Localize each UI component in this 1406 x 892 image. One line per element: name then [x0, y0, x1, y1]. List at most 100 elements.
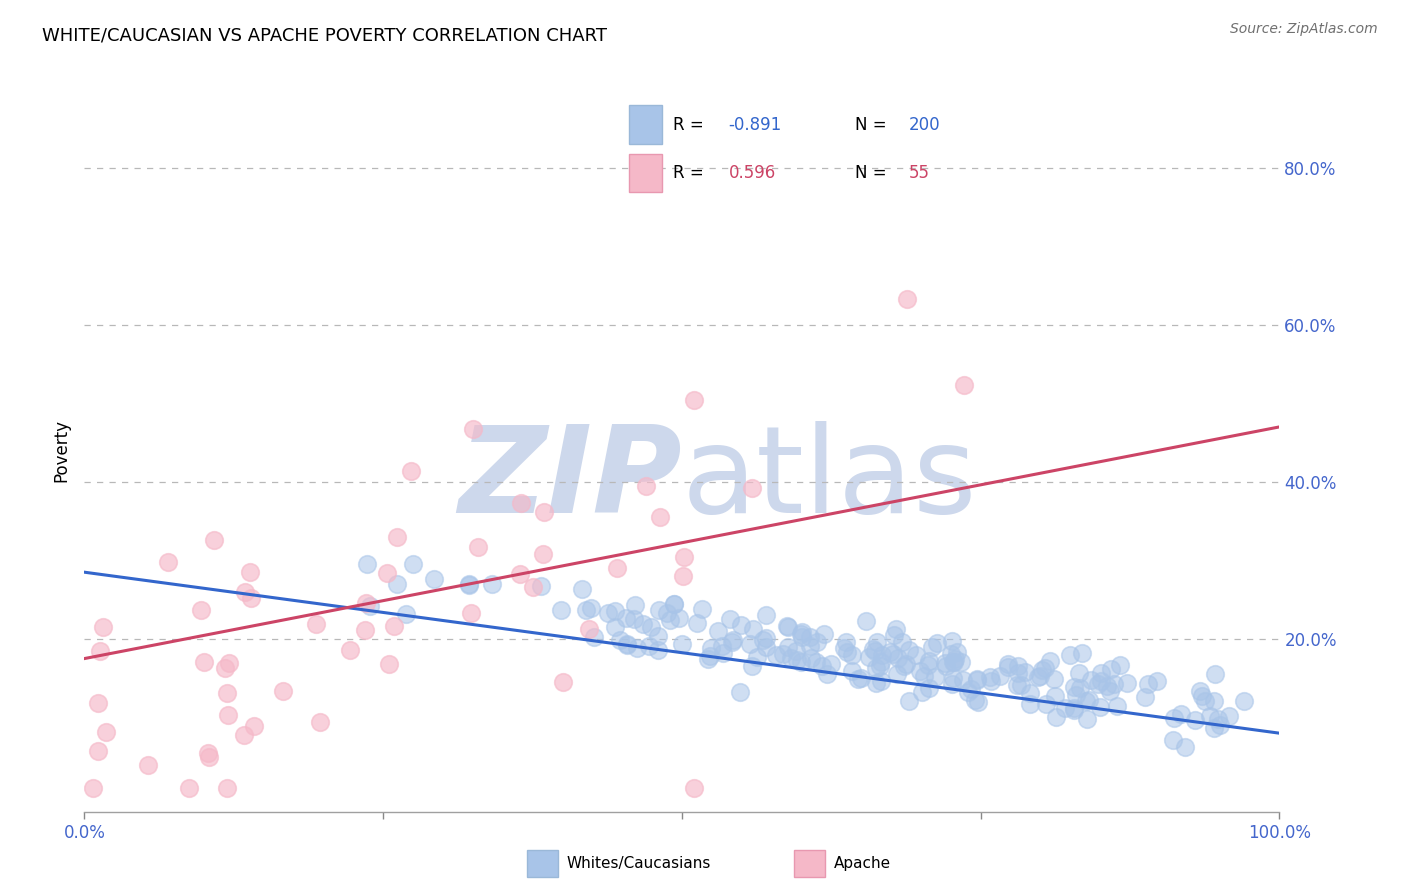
- Point: [606, 561, 628, 575]
- Bar: [628, 153, 662, 193]
- Point: [884, 622, 907, 636]
- Point: [460, 606, 482, 620]
- Point: [869, 658, 891, 673]
- Point: [1090, 666, 1112, 681]
- Point: [378, 657, 401, 672]
- Point: [707, 624, 730, 638]
- Point: [626, 640, 648, 655]
- Point: [1170, 707, 1192, 722]
- Point: [673, 549, 696, 564]
- Point: [893, 659, 915, 673]
- Point: [375, 566, 398, 580]
- Point: [423, 573, 446, 587]
- Point: [1087, 676, 1109, 690]
- Point: [979, 670, 1001, 684]
- Point: [1090, 700, 1112, 714]
- Point: [941, 634, 963, 648]
- Point: [1208, 712, 1230, 726]
- Point: [1053, 701, 1076, 715]
- Point: [1063, 680, 1085, 694]
- Point: [87, 696, 110, 710]
- Point: [858, 649, 880, 664]
- Text: WHITE/CAUCASIAN VS APACHE POVERTY CORRELATION CHART: WHITE/CAUCASIAN VS APACHE POVERTY CORREL…: [42, 27, 607, 45]
- Point: [239, 591, 262, 605]
- Point: [1071, 646, 1094, 660]
- Point: [1199, 709, 1222, 723]
- Point: [1007, 666, 1029, 681]
- Point: [96, 725, 118, 739]
- Point: [898, 694, 921, 708]
- Point: [1029, 669, 1052, 683]
- Point: [609, 632, 631, 647]
- Point: [238, 565, 260, 579]
- Point: [778, 640, 800, 655]
- Point: [631, 617, 654, 632]
- Text: R =: R =: [672, 116, 709, 134]
- Point: [865, 660, 887, 674]
- Point: [790, 626, 813, 640]
- Text: 0.596: 0.596: [728, 164, 776, 182]
- Point: [1067, 665, 1090, 680]
- Point: [721, 633, 744, 648]
- Point: [957, 685, 980, 699]
- Point: [898, 642, 921, 657]
- Point: [799, 630, 821, 644]
- Point: [941, 676, 963, 690]
- Point: [908, 664, 931, 678]
- Point: [273, 684, 295, 698]
- Point: [1035, 697, 1057, 711]
- Point: [870, 655, 893, 669]
- Point: [198, 750, 221, 764]
- Point: [634, 479, 657, 493]
- Point: [637, 639, 659, 653]
- Point: [835, 635, 858, 649]
- Point: [671, 637, 693, 651]
- Point: [385, 577, 408, 591]
- Point: [190, 603, 212, 617]
- Point: [755, 640, 778, 654]
- Point: [481, 576, 503, 591]
- Point: [233, 585, 256, 599]
- Text: N =: N =: [855, 164, 891, 182]
- Point: [799, 640, 821, 654]
- Point: [1218, 709, 1240, 723]
- Point: [699, 649, 721, 664]
- Point: [841, 648, 863, 662]
- Point: [755, 631, 778, 645]
- Point: [686, 615, 709, 630]
- Point: [953, 377, 976, 392]
- Point: [1031, 663, 1053, 677]
- Point: [820, 657, 842, 671]
- Point: [1039, 654, 1062, 668]
- Point: [1115, 675, 1137, 690]
- Point: [966, 673, 988, 687]
- Point: [1204, 694, 1226, 708]
- Bar: [628, 105, 662, 145]
- Point: [658, 613, 681, 627]
- Point: [458, 577, 481, 591]
- Point: [531, 547, 554, 561]
- Point: [918, 653, 941, 667]
- Point: [232, 729, 254, 743]
- Point: [571, 582, 593, 597]
- Point: [912, 669, 935, 683]
- Point: [1069, 681, 1091, 695]
- Point: [1161, 732, 1184, 747]
- Point: [1189, 683, 1212, 698]
- Point: [1059, 648, 1081, 662]
- Point: [855, 615, 877, 629]
- Point: [616, 611, 638, 625]
- Point: [605, 604, 627, 618]
- Point: [458, 576, 481, 591]
- Point: [1010, 678, 1032, 692]
- Point: [662, 598, 685, 612]
- Point: [1063, 703, 1085, 717]
- Point: [87, 744, 110, 758]
- Point: [1194, 694, 1216, 708]
- Point: [382, 619, 405, 633]
- Point: [1078, 693, 1101, 707]
- Point: [896, 657, 918, 671]
- Point: [960, 682, 983, 697]
- Point: [309, 715, 332, 730]
- Point: [949, 655, 972, 669]
